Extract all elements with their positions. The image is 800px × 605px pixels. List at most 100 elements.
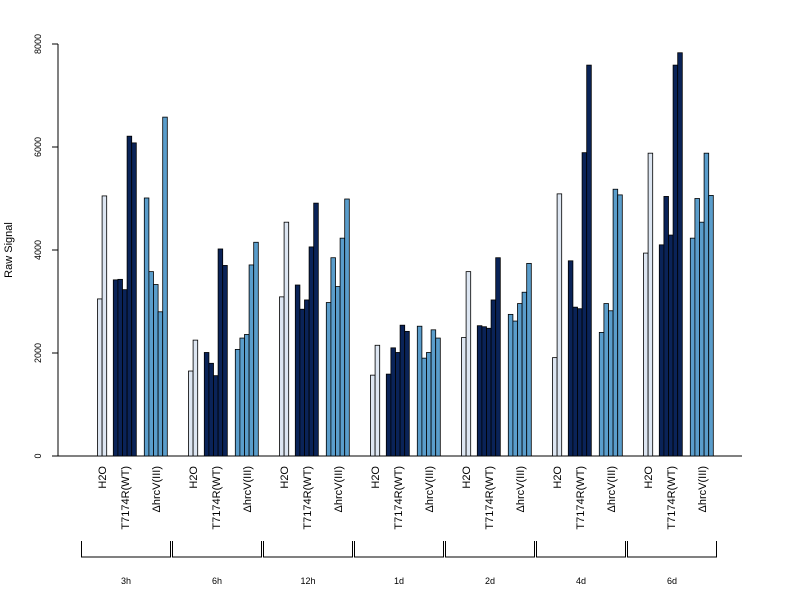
bar — [694, 198, 700, 457]
bar — [304, 299, 310, 457]
bar — [217, 248, 224, 457]
x-tick-label: H2O — [552, 466, 564, 489]
bar — [556, 193, 563, 457]
bar — [203, 352, 210, 457]
bar — [299, 308, 305, 457]
bar — [643, 252, 649, 457]
group-label: 3h — [121, 576, 131, 586]
bar — [294, 284, 301, 457]
y-axis-label: Raw Signal — [3, 222, 15, 278]
x-tick-label: T7174R(WT) — [120, 466, 132, 530]
bar — [495, 257, 501, 457]
bar — [244, 334, 250, 457]
bar — [552, 357, 558, 457]
bar — [435, 337, 441, 457]
x-tick-label: ΔhrcV(III) — [333, 466, 345, 512]
bar — [330, 257, 336, 457]
bar — [598, 331, 605, 457]
bar — [677, 52, 683, 457]
bar — [612, 188, 619, 457]
x-tick-label: T7174R(WT) — [302, 466, 314, 530]
bar — [374, 344, 381, 457]
bar — [421, 357, 427, 457]
bar — [486, 327, 492, 457]
bar — [385, 373, 392, 457]
bar — [188, 370, 194, 457]
x-tick-label: H2O — [643, 466, 655, 489]
bar — [122, 289, 128, 457]
x-tick-label: H2O — [461, 466, 473, 489]
x-tick-label: T7174R(WT) — [575, 466, 587, 530]
bar — [416, 325, 423, 457]
bar — [335, 286, 341, 457]
y-tick-label: 8000 — [33, 34, 43, 54]
x-tick-label: T7174R(WT) — [484, 466, 496, 530]
group-bracket — [354, 541, 444, 558]
bar — [526, 262, 532, 457]
x-tick-label: T7174R(WT) — [211, 466, 223, 530]
x-tick-label: H2O — [97, 466, 109, 489]
bar — [703, 152, 710, 457]
bar — [101, 195, 108, 457]
bar — [461, 337, 467, 457]
bar — [117, 278, 123, 457]
bar — [339, 237, 346, 457]
bar — [603, 303, 609, 457]
bar — [213, 375, 219, 457]
bar — [672, 64, 679, 457]
x-tick-label: ΔhrcV(III) — [606, 466, 618, 512]
bar — [577, 308, 583, 457]
x-tick-label: ΔhrcV(III) — [242, 466, 254, 512]
group-label: 1d — [394, 576, 404, 586]
bar — [567, 260, 574, 457]
bar — [97, 298, 103, 457]
bar — [192, 339, 199, 457]
bar — [658, 244, 665, 457]
bar — [313, 202, 319, 457]
bar — [581, 152, 588, 457]
bar — [608, 310, 614, 457]
bar — [390, 347, 396, 457]
bar — [490, 299, 497, 457]
y-tick-label: 2000 — [33, 343, 43, 363]
bar — [253, 241, 259, 457]
bar — [699, 221, 705, 457]
x-tick-label: H2O — [370, 466, 382, 489]
bar — [239, 337, 245, 457]
group-label: 4d — [576, 576, 586, 586]
bar — [131, 142, 137, 457]
bar — [426, 352, 432, 457]
group-label: 6h — [212, 576, 222, 586]
bar — [465, 271, 472, 457]
bar — [153, 284, 159, 457]
bar — [148, 271, 154, 457]
group-label: 12h — [300, 576, 315, 586]
bar — [370, 374, 376, 457]
bar — [395, 352, 401, 457]
bar — [112, 279, 119, 457]
y-tick-label: 6000 — [33, 137, 43, 157]
group-bracket — [172, 541, 262, 558]
bar — [663, 196, 669, 457]
bar — [430, 329, 437, 457]
bar — [404, 330, 410, 457]
bar — [647, 152, 654, 457]
bar — [344, 198, 350, 457]
bar — [689, 237, 696, 457]
bar — [517, 303, 523, 457]
bar — [668, 234, 674, 457]
x-tick-label: H2O — [279, 466, 291, 489]
bar — [279, 296, 285, 457]
bar — [143, 197, 150, 457]
group-label: 2d — [485, 576, 495, 586]
bar — [157, 311, 164, 457]
bar — [248, 264, 255, 457]
group-bracket — [627, 541, 717, 558]
x-tick-label: ΔhrcV(III) — [424, 466, 436, 512]
bar — [507, 313, 514, 457]
y-tick-label: 4000 — [33, 240, 43, 260]
x-tick-label: H2O — [188, 466, 200, 489]
bar — [208, 362, 214, 457]
bar — [512, 320, 518, 457]
